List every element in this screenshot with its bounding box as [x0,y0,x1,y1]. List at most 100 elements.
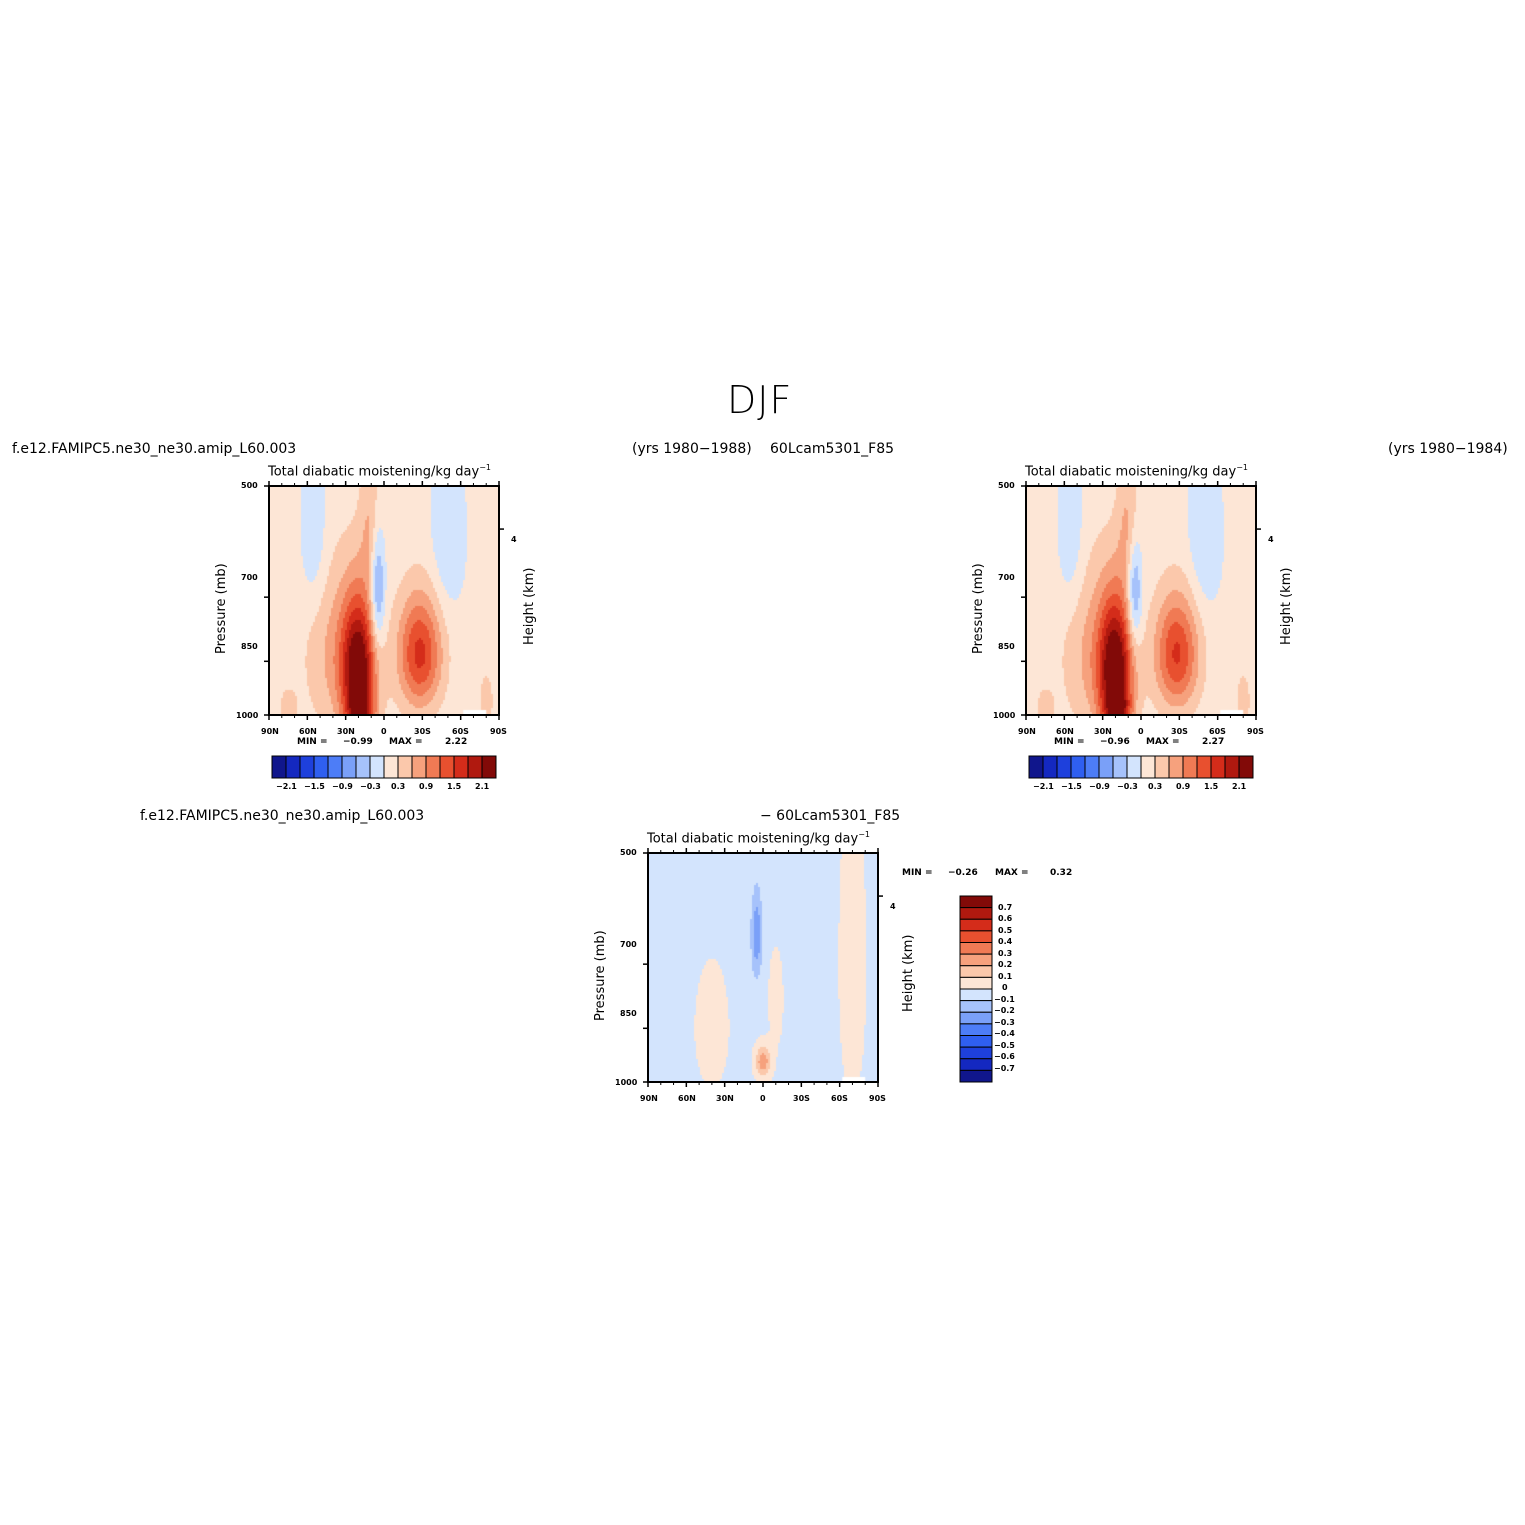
colorbar-box [1098,755,1114,779]
colorbar-box [959,918,993,932]
panel3-cb-label: −0.1 [994,995,1015,1004]
panel3-cb-label: −0.6 [994,1052,1015,1061]
colorbar-box [959,930,993,943]
panel2-cb-label: 1.5 [1204,782,1219,791]
colorbar-box [959,1011,993,1025]
case2-name: 60Lcam5301_F85 [770,441,895,457]
colorbar-box [1154,755,1170,779]
panel1-right-tick-4: 4 [511,535,517,544]
panel1-heatmap [269,486,499,715]
colorbar-box [355,755,371,779]
colorbar-box [411,755,427,779]
colorbar-box [1056,755,1072,779]
panel3-min-label: MIN = [902,868,933,878]
colorbar-box [959,988,993,1002]
panel2-heatmap [1026,486,1256,715]
colorbar-box [369,755,385,779]
colorbar-box [1112,755,1128,779]
panel1-colorbar [271,755,497,779]
colorbar-box [1168,755,1184,779]
colorbar-box [959,1058,993,1071]
panel1-y-tick-850: 850 [241,642,258,651]
panel1-cb-label: 0.3 [391,782,406,791]
colorbar-box [1028,755,1044,779]
colorbar-box [959,907,993,920]
colorbar-box [397,755,413,779]
panel3-cb-label: 0.7 [998,903,1013,912]
panel1-y-tick-700: 700 [241,573,258,582]
colorbar-box [1238,755,1254,779]
colorbar-box [439,755,455,779]
panel2-y-tick-500: 500 [998,481,1015,490]
panel3-cb-label: −0.3 [994,1018,1015,1027]
colorbar-box [959,976,993,990]
colorbar-box [959,1023,993,1036]
panel2-x-tick-0: 0 [1138,727,1144,736]
case2-years: (yrs 1980−1984) [1388,441,1508,457]
panel2-max-value: 2.27 [1202,737,1225,747]
colorbar-box [959,895,993,909]
colorbar-box [1210,755,1226,779]
panel2-x-tick-30S: 30S [1171,727,1188,736]
panel1-max-label: MAX = [389,737,423,747]
panel3-cb-label: 0.6 [998,914,1013,923]
colorbar-box [1224,755,1240,779]
panel1-x-tick-90S: 90S [490,727,507,736]
panel2-y-tick-1000: 1000 [993,711,1016,720]
panel2-cb-label: 2.1 [1232,782,1247,791]
colorbar-box [1070,755,1086,779]
colorbar-box [271,755,287,779]
panel1-cb-label: −1.5 [304,782,325,791]
panel2-title: Total diabatic moistening/kg day−1 [1025,463,1248,480]
panel1-x-tick-90N: 90N [261,727,279,736]
colorbar-box [1140,755,1156,779]
panel1-x-tick-30S: 30S [414,727,431,736]
panel2-cb-label: 0.3 [1148,782,1163,791]
panel3-x-tick-90N: 90N [640,1094,658,1103]
panel2-cb-label: −1.5 [1061,782,1082,791]
panel2-min-value: −0.96 [1100,737,1130,747]
panel1-ylabel-right: Height (km) [522,567,537,645]
plot-frame [1025,485,1257,716]
panel2-cb-label: 0.9 [1176,782,1191,791]
panel3-x-tick-30N: 30N [716,1094,734,1103]
panel1-cb-label: 2.1 [475,782,490,791]
colorbar-box [467,755,483,779]
panel1-x-tick-0: 0 [381,727,387,736]
panel3-cb-label: −0.5 [994,1041,1015,1050]
panel3-cb-label: 0.5 [998,926,1013,935]
season-title: DJF [727,378,793,422]
panel2-x-tick-60N: 60N [1056,727,1074,736]
diff-right-name: − 60Lcam5301_F85 [760,808,901,824]
panel1-cb-label: 1.5 [447,782,462,791]
panel3-axes [643,848,883,1087]
panel3-cb-label: −0.4 [994,1029,1015,1038]
colorbar-box [341,755,357,779]
diff-left-name: f.e12.FAMIPC5.ne30_ne30.amip_L60.003 [140,808,425,824]
panel3-ylabel: Pressure (mb) [593,930,608,1021]
colorbar-box [383,755,399,779]
panel2-x-tick-30N: 30N [1094,727,1112,736]
panel3-cb-label: −0.7 [994,1064,1015,1073]
colorbar-box [959,1069,993,1083]
panel3-min-value: −0.26 [948,868,978,878]
panel3-cb-label: 0.2 [998,960,1013,969]
panel1-y-tick-500: 500 [241,481,258,490]
panel1-ylabel: Pressure (mb) [214,563,229,654]
colorbar-box [959,942,993,955]
panel2-cb-label: −0.3 [1117,782,1138,791]
panel3-cb-label: 0 [1002,983,1008,992]
panel2-y-tick-850: 850 [998,642,1015,651]
colorbar-box [1196,755,1212,779]
panel3-ylabel-right: Height (km) [901,934,916,1012]
panel1-axes [264,481,504,720]
panel1-cb-label: −0.9 [332,782,353,791]
panel1-cb-label: −0.3 [360,782,381,791]
panel1-title: Total diabatic moistening/kg day−1 [268,463,491,480]
panel2-cb-label: −0.9 [1089,782,1110,791]
panel3-y-tick-500: 500 [620,848,637,857]
panel1-cb-label: −2.1 [276,782,297,791]
panel2-cb-label: −2.1 [1033,782,1054,791]
panel3-x-tick-90S: 90S [869,1094,886,1103]
panel3-y-tick-850: 850 [620,1009,637,1018]
